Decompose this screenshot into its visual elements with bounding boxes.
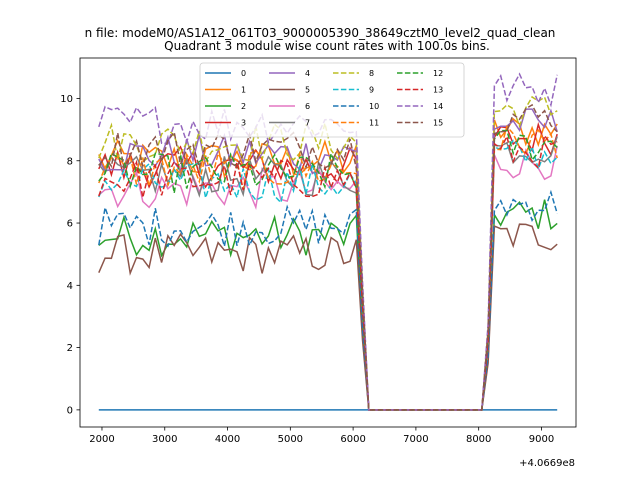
legend-label-2: 2 <box>241 102 246 111</box>
legend-label-15: 15 <box>433 119 443 128</box>
legend-label-3: 3 <box>241 119 246 128</box>
figure-suptitle: n file: modeM0/AS1A12_061T03_9000005390_… <box>85 26 556 40</box>
chart-title: Quadrant 3 module wise count rates with … <box>164 39 490 53</box>
legend-label-4: 4 <box>305 69 310 78</box>
legend-label-6: 6 <box>305 102 310 111</box>
x-tick-label: 5000 <box>278 434 303 445</box>
y-tick-label: 8 <box>67 156 73 167</box>
y-tick-label: 10 <box>60 94 73 105</box>
x-tick-label: 3000 <box>152 434 177 445</box>
x-tick-label: 8000 <box>466 434 491 445</box>
x-offset-label: +4.0669e8 <box>519 458 575 469</box>
x-tick-label: 9000 <box>529 434 554 445</box>
series-layer <box>98 72 558 411</box>
x-tick-label: 2000 <box>89 434 114 445</box>
legend-label-7: 7 <box>305 119 310 128</box>
legend-label-1: 1 <box>241 86 246 95</box>
legend-label-9: 9 <box>369 86 374 95</box>
y-tick-label: 0 <box>67 405 73 416</box>
series-line-15 <box>98 103 558 411</box>
legend-box <box>199 62 465 138</box>
x-tick-label: 7000 <box>403 434 428 445</box>
legend-label-14: 14 <box>433 102 443 111</box>
y-tick-label: 2 <box>67 343 73 354</box>
legend-label-5: 5 <box>305 86 310 95</box>
legend-label-13: 13 <box>433 86 443 95</box>
y-tick-label: 6 <box>67 219 73 230</box>
x-tick-label: 6000 <box>340 434 365 445</box>
legend-label-10: 10 <box>369 102 379 111</box>
y-tick-label: 4 <box>67 281 73 292</box>
legend-label-0: 0 <box>241 69 246 78</box>
axes-frame <box>79 57 577 428</box>
legend-label-12: 12 <box>433 69 443 78</box>
x-tick-label: 4000 <box>215 434 240 445</box>
legend-label-11: 11 <box>369 119 379 128</box>
legend-label-8: 8 <box>369 69 374 78</box>
